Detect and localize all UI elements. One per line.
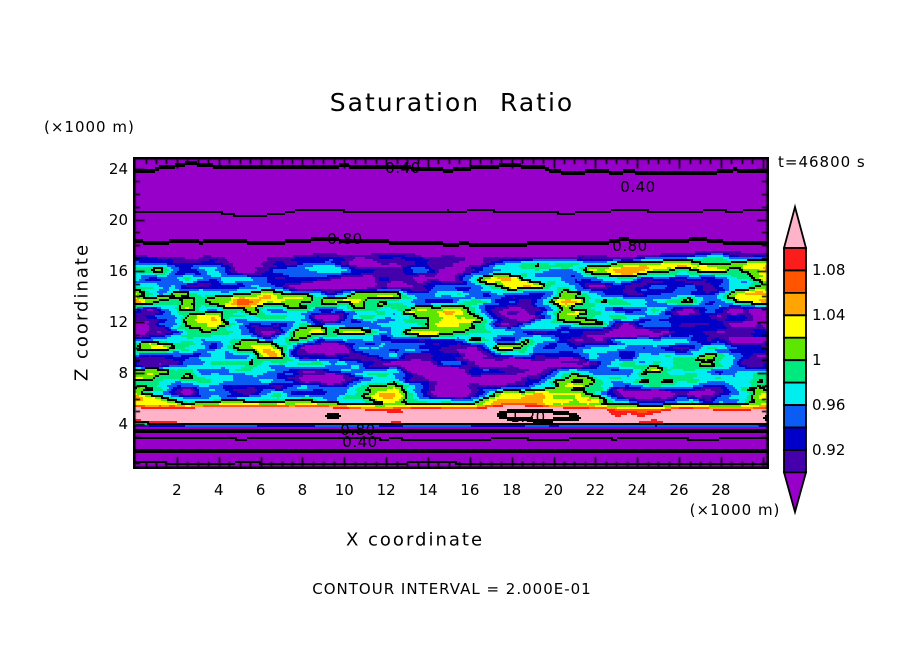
contour-line-label: 1.20 — [510, 408, 546, 426]
contour-line-label: 0.40 — [385, 159, 421, 177]
x-axis-title: X coordinate — [345, 529, 485, 551]
x-tick-label: 12 — [376, 481, 396, 499]
chart-title: Saturation Ratio — [329, 88, 575, 117]
colorbar-segment — [782, 203, 808, 249]
colorbar-segment — [783, 336, 807, 362]
colorbar-label: 1.04 — [812, 306, 846, 324]
x-tick-label: 2 — [172, 481, 182, 499]
contour-line-label: 0.80 — [612, 237, 648, 255]
time-annotation: t=46800 s — [778, 153, 866, 171]
contour-interval-label: CONTOUR INTERVAL = 2.000E-01 — [312, 580, 592, 598]
y-tick-label: 8 — [118, 364, 128, 383]
x-tick-label: 4 — [213, 481, 224, 499]
colorbar-segment — [783, 404, 807, 429]
x-tick-label: 18 — [502, 481, 522, 499]
x-axis-unit-label: (×1000 m) — [689, 501, 781, 519]
colorbar-segment — [783, 291, 807, 317]
colorbar-label: 1 — [812, 351, 822, 369]
colorbar-label: 1.08 — [812, 261, 846, 279]
contour-line-label: 0.80 — [340, 421, 376, 439]
x-tick-label: 10 — [334, 481, 354, 499]
y-tick-label: 12 — [108, 312, 128, 331]
x-tick-label: 26 — [669, 481, 689, 499]
axis-frame-canvas — [133, 157, 769, 469]
y-tick-label: 16 — [108, 261, 128, 280]
colorbar-label: 0.92 — [812, 441, 846, 459]
colorbar-label: 0.96 — [812, 396, 846, 414]
contour-line-label: 0.80 — [327, 230, 363, 248]
colorbar-segment — [783, 314, 807, 339]
y-tick-label: 20 — [108, 210, 128, 229]
plot-area: 0.40 0.40 0.80 0.80 1.20 0.80 0.40 — [133, 157, 769, 469]
x-tick-label: 22 — [585, 481, 605, 499]
y-axis-unit-label: (×1000 m) — [44, 118, 135, 136]
colorbar-segment — [783, 449, 807, 474]
y-axis-title: Z coordinate — [71, 242, 93, 382]
x-tick-label: 14 — [418, 481, 438, 499]
contour-line-label: 0.40 — [342, 433, 378, 451]
x-tick-label: 24 — [627, 481, 647, 499]
y-tick-label: 24 — [108, 159, 128, 178]
y-tick-label: 4 — [118, 415, 128, 434]
colorbar-segment — [783, 359, 807, 384]
colorbar-segment — [782, 471, 808, 515]
x-tick-label: 16 — [460, 481, 480, 499]
x-tick-label: 8 — [297, 481, 308, 499]
x-tick-label: 20 — [543, 481, 564, 499]
colorbar-segment — [783, 247, 807, 272]
x-tick-label: 6 — [255, 481, 266, 499]
x-tick-label: 28 — [711, 481, 731, 499]
contour-line-label: 0.40 — [620, 178, 656, 196]
colorbar — [782, 203, 808, 515]
colorbar-segment — [783, 381, 807, 406]
colorbar-segment — [783, 269, 807, 294]
colorbar-segment — [783, 426, 807, 451]
